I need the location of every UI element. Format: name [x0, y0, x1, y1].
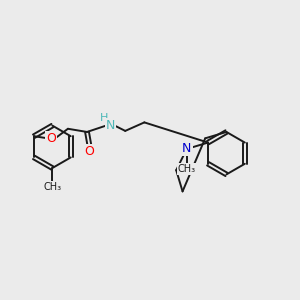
Text: N: N [182, 142, 191, 155]
Text: CH₃: CH₃ [43, 182, 62, 192]
Text: O: O [85, 146, 94, 158]
Text: O: O [46, 132, 56, 145]
Text: H: H [100, 113, 108, 123]
Text: N: N [106, 119, 115, 132]
Text: CH₃: CH₃ [178, 164, 196, 174]
